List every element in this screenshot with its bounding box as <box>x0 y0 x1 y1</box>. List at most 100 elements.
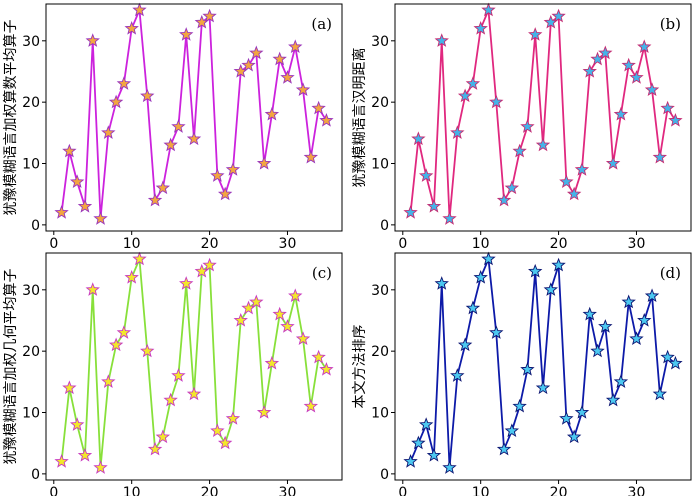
data-point <box>512 143 527 158</box>
x-tick-label: 0 <box>49 236 58 252</box>
data-point <box>217 186 233 201</box>
data-point <box>644 288 660 303</box>
data-point <box>613 106 629 121</box>
x-tick-label: 0 <box>398 236 407 252</box>
data-point <box>566 186 582 201</box>
data-point <box>418 168 434 182</box>
x-tick: 10 <box>123 480 141 496</box>
y-tick: 10 <box>22 157 46 173</box>
data-point <box>319 362 334 376</box>
panel-4: 0 10 20 30 0 10 20 30 本文方法排序 (d) <box>352 251 692 496</box>
data-point <box>147 441 163 456</box>
data-point <box>140 88 155 103</box>
data-point <box>473 269 488 284</box>
data-point <box>202 8 217 23</box>
data-point <box>434 276 449 290</box>
data-point <box>450 125 465 139</box>
data-point <box>101 125 116 139</box>
x-tick: 0 <box>49 231 58 252</box>
data-point <box>233 312 248 327</box>
x-tick: 20 <box>201 480 219 496</box>
data-point <box>256 404 272 419</box>
data-point <box>241 57 256 72</box>
data-point <box>489 94 504 109</box>
x-tick: 30 <box>279 480 296 496</box>
data-point <box>551 257 566 272</box>
y-tick: 30 <box>22 283 46 299</box>
y-tick-label: 0 <box>380 467 389 483</box>
y-tick: 0 <box>31 218 46 234</box>
y-tick: 30 <box>371 34 395 50</box>
data-point <box>512 398 527 413</box>
data-point <box>311 100 326 115</box>
y-tick-label: 30 <box>371 283 389 299</box>
data-point <box>434 33 449 47</box>
data-point <box>598 45 613 60</box>
data-point <box>124 269 139 284</box>
series-line <box>409 9 677 220</box>
x-tick: 30 <box>628 231 645 252</box>
data-point <box>504 180 520 195</box>
x-tick-label: 20 <box>201 485 219 496</box>
data-point <box>147 192 163 207</box>
data-point <box>496 441 512 456</box>
y-tick-label: 0 <box>380 218 389 234</box>
data-point <box>465 76 481 90</box>
data-point <box>303 398 319 413</box>
x-tick: 10 <box>123 231 141 252</box>
data-point <box>288 39 303 54</box>
x-tick-label: 0 <box>398 485 407 496</box>
series-line <box>409 258 676 469</box>
data-point <box>598 319 613 333</box>
y-tick-label: 10 <box>371 157 389 173</box>
plot-frame <box>394 3 692 232</box>
data-point <box>54 454 69 468</box>
data-point <box>403 205 418 219</box>
y-tick: 20 <box>22 95 46 111</box>
data-point <box>272 51 287 66</box>
x-tick-label: 20 <box>550 485 568 496</box>
data-point <box>504 423 520 438</box>
data-point <box>249 294 264 309</box>
data-point <box>551 8 566 23</box>
data-point <box>520 119 535 133</box>
panel-label: (b) <box>660 15 681 33</box>
data-point <box>295 82 311 97</box>
data-point <box>62 143 77 158</box>
data-point <box>155 429 171 444</box>
data-point <box>108 94 124 109</box>
data-point <box>411 131 426 146</box>
data-point <box>450 368 465 382</box>
data-point <box>186 386 202 401</box>
data-point <box>210 423 225 438</box>
y-tick: 30 <box>22 34 46 50</box>
data-point <box>481 251 496 266</box>
data-point <box>621 294 636 309</box>
data-point <box>403 454 418 468</box>
data-point <box>457 88 473 103</box>
data-point <box>637 39 652 54</box>
y-tick: 20 <box>371 95 395 111</box>
y-tick: 20 <box>22 344 46 360</box>
data-point <box>272 306 287 321</box>
y-tick-label: 20 <box>371 95 389 111</box>
y-tick: 0 <box>31 467 46 483</box>
x-tick: 0 <box>398 231 407 252</box>
data-point <box>442 211 457 225</box>
x-tick-label: 10 <box>472 485 490 496</box>
data-point <box>264 106 280 121</box>
y-tick-label: 10 <box>371 406 389 422</box>
x-tick-label: 10 <box>123 236 141 252</box>
data-point <box>163 137 178 152</box>
x-tick: 20 <box>550 231 567 252</box>
data-point <box>605 155 621 170</box>
data-point <box>613 374 629 388</box>
data-point <box>418 417 434 431</box>
data-point <box>225 162 241 176</box>
data-point <box>319 113 334 127</box>
data-point <box>225 411 241 425</box>
x-tick-label: 30 <box>628 485 646 496</box>
data-point <box>77 198 93 213</box>
data-point <box>303 149 319 164</box>
